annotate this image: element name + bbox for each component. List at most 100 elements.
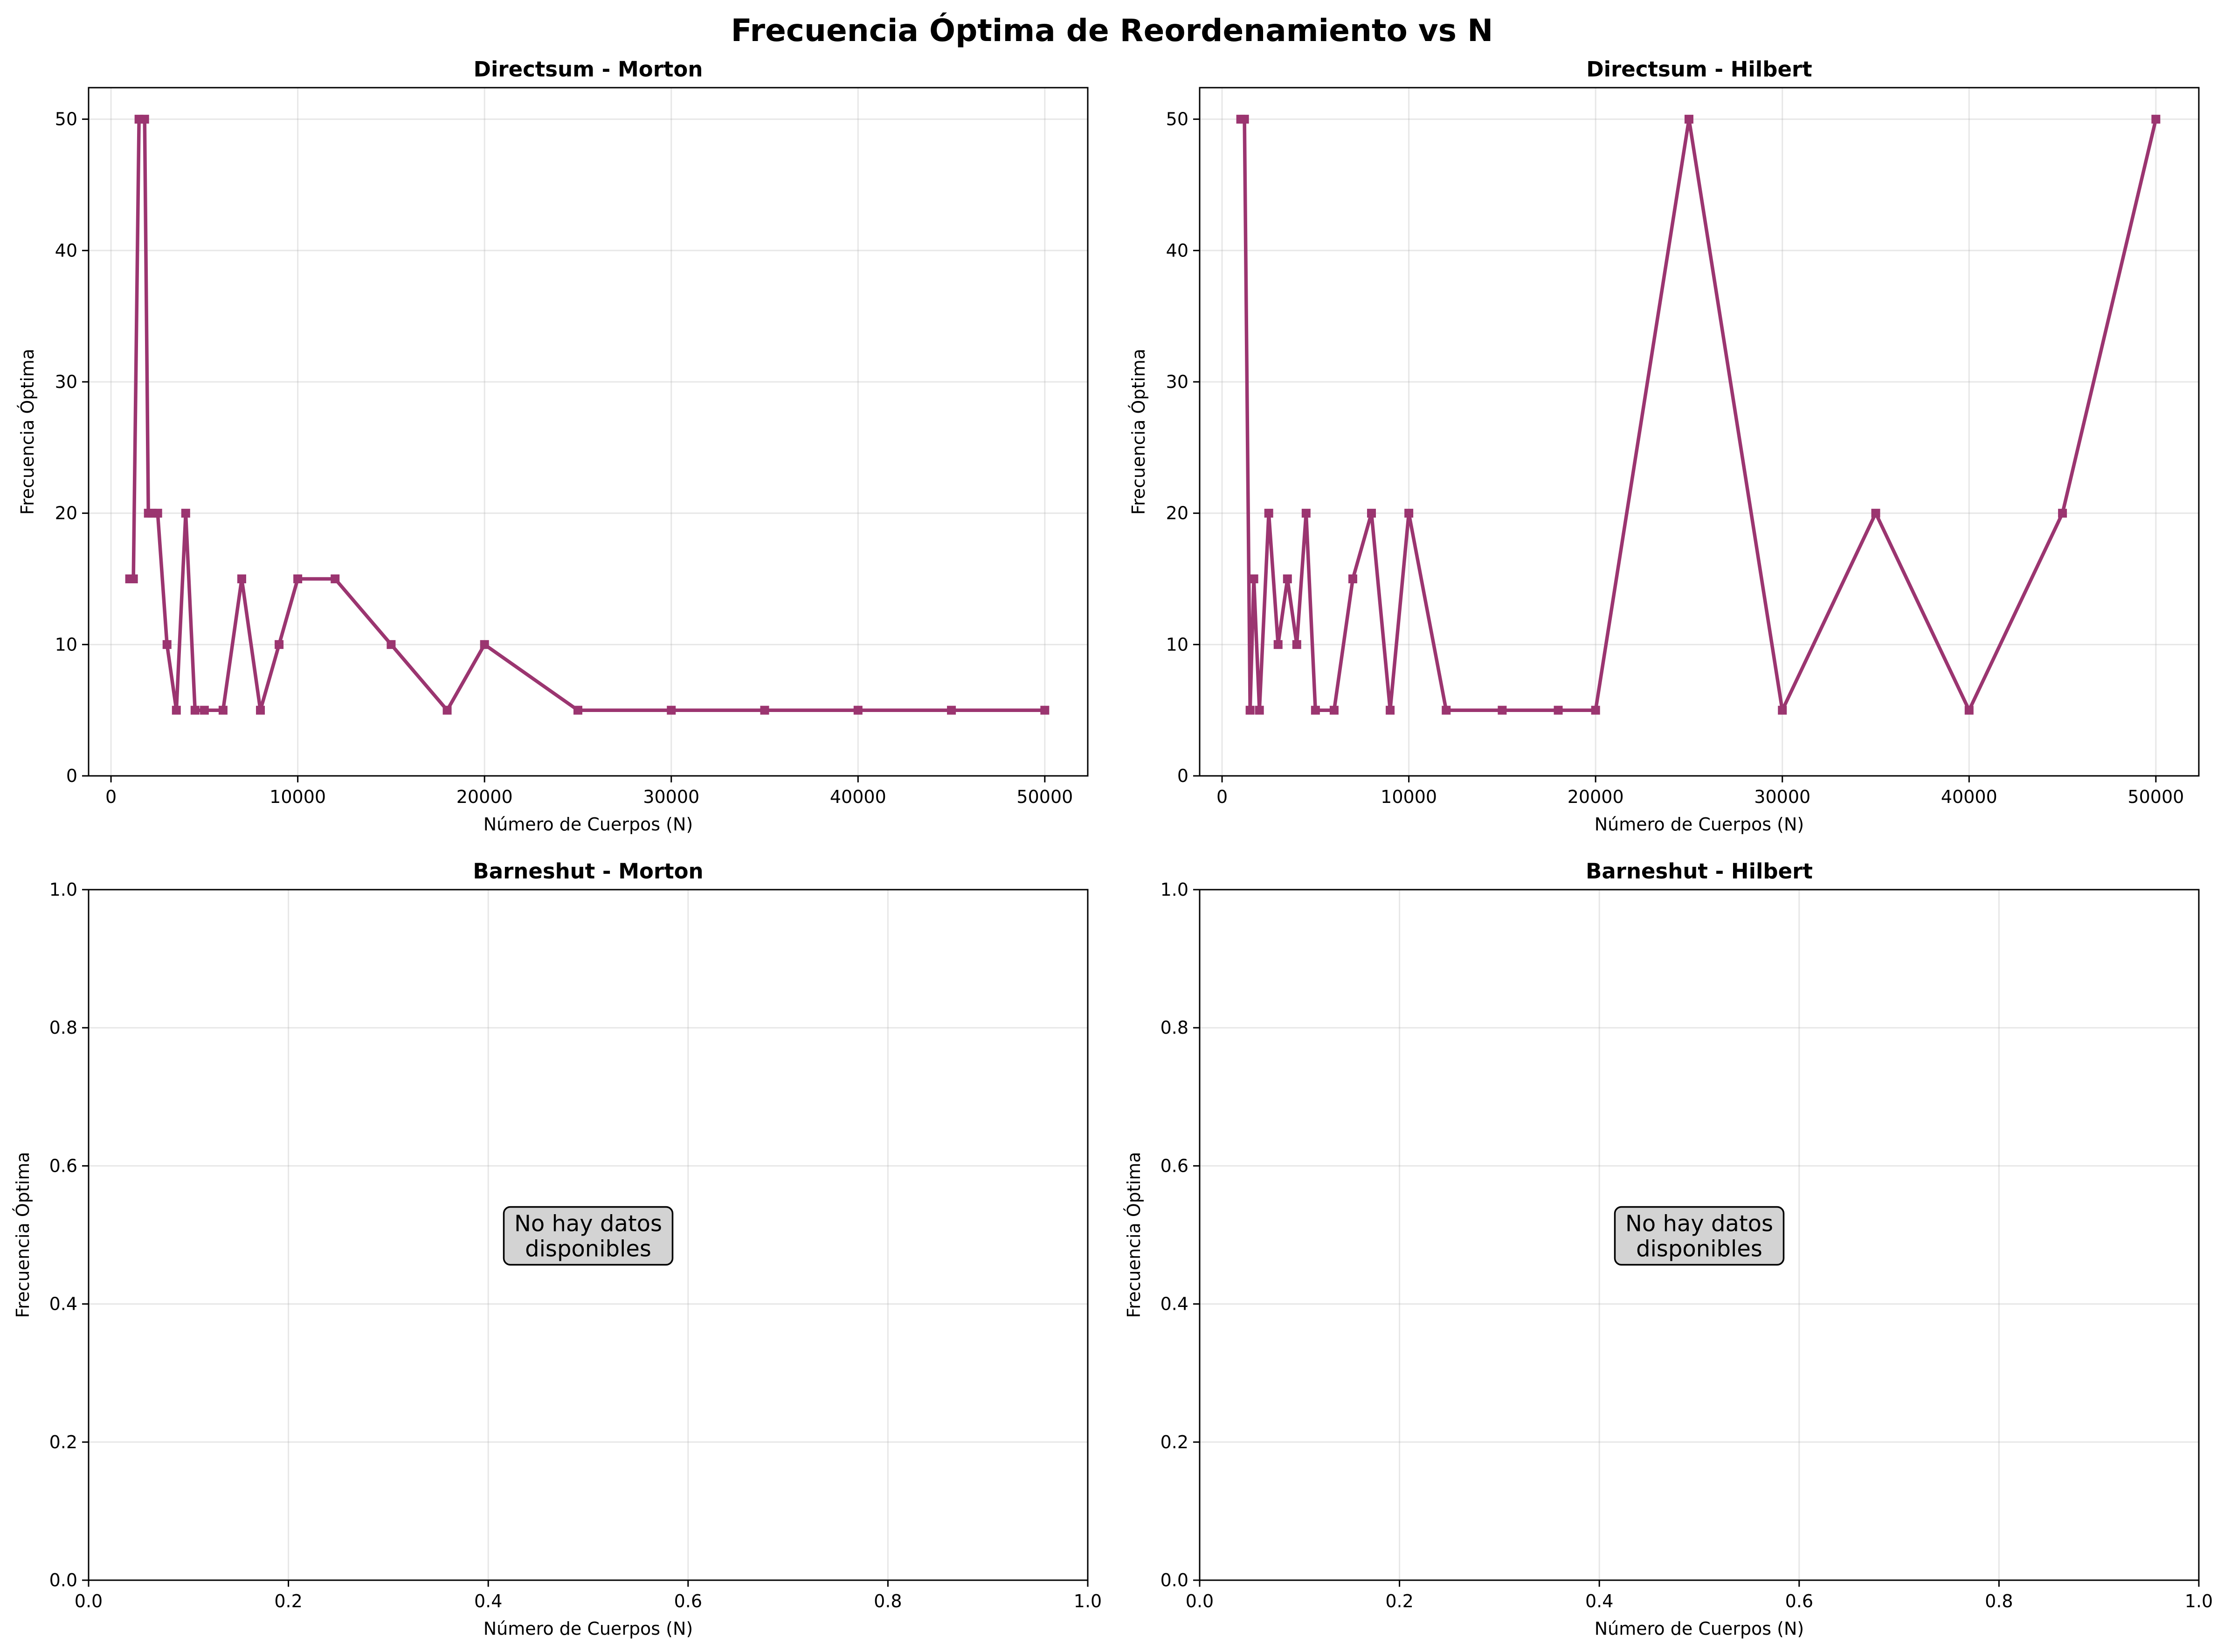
data-point (1591, 705, 1600, 715)
data-point (275, 640, 284, 649)
subplot-title: Barneshut - Morton (473, 859, 703, 884)
y-tick-label: 0 (66, 766, 77, 786)
x-tick-label: 0.4 (1585, 1591, 1613, 1611)
x-tick-label: 50000 (2127, 787, 2184, 807)
data-point (760, 705, 769, 715)
y-tick-label: 10 (55, 634, 77, 655)
data-point (140, 115, 149, 124)
x-tick-label: 0.8 (874, 1591, 902, 1611)
y-axis-label: Frecuencia Óptima (17, 349, 38, 515)
axes-frame (88, 889, 1089, 1581)
x-tick-label: 0 (1216, 787, 1228, 807)
data-point (1964, 705, 1974, 715)
data-point (1249, 574, 1258, 583)
figure-title: Frecuencia Óptima de Reordenamiento vs N (731, 13, 1493, 48)
data-point (1386, 705, 1395, 715)
x-axis-label: Número de Cuerpos (N) (1595, 814, 1804, 835)
data-point (293, 574, 303, 583)
y-tick-label: 30 (55, 372, 77, 392)
y-tick-label: 0.8 (1160, 1017, 1188, 1038)
subplot-3: 0.0 0.2 0.4 0.6 0.8 1.0 0.0 0.2 0.4 0.6 0.8 1.0 Barn… (13, 859, 1102, 1639)
data-point (1554, 705, 1563, 715)
x-tick-label: 10000 (269, 787, 326, 807)
data-point (181, 509, 190, 518)
subplot-4: 0.0 0.2 0.4 0.6 0.8 1.0 0.0 0.2 0.4 0.6 0.8 1.0 Barn… (1124, 859, 2213, 1639)
subplot-title: Directsum - Morton (474, 57, 703, 82)
data-point (1240, 115, 1249, 124)
data-point (1778, 705, 1787, 715)
y-tick-label: 1.0 (49, 879, 77, 900)
data-point (1040, 705, 1050, 715)
no-data-box (503, 1206, 674, 1266)
y-axis-label: Frecuencia Óptima (1124, 1152, 1144, 1318)
x-tick-label: 0.2 (1385, 1591, 1413, 1611)
data-point (200, 705, 209, 715)
data-point (1329, 705, 1339, 715)
y-axis-label: Frecuencia Óptima (13, 1152, 33, 1318)
y-tick-label: 0 (1177, 766, 1188, 786)
data-point (1301, 509, 1311, 518)
y-tick-label: 20 (1166, 503, 1188, 524)
data-point (1283, 574, 1292, 583)
no-data-text: disponibles (1636, 1236, 1762, 1262)
data-point (162, 640, 172, 649)
data-point (129, 574, 138, 583)
data-point (172, 705, 181, 715)
y-tick-label: 0.6 (1160, 1155, 1188, 1176)
data-point (1442, 705, 1451, 715)
y-tick-label: 0.2 (49, 1432, 77, 1452)
x-tick-label: 40000 (830, 787, 886, 807)
data-point (442, 705, 452, 715)
data-point (1245, 705, 1255, 715)
data-point (190, 705, 200, 715)
data-point (1273, 640, 1283, 649)
data-point (573, 705, 582, 715)
subplot-2: 0 10000 20000 30000 40000 50000 0 10 20 30 40 50 Dir… (1128, 57, 2200, 835)
x-tick-label: 30000 (643, 787, 699, 807)
data-point (1871, 509, 1880, 518)
y-tick-label: 40 (55, 240, 77, 261)
data-point (2151, 115, 2161, 124)
data-point (331, 574, 340, 583)
x-tick-label: 0.8 (1985, 1591, 2013, 1611)
y-tick-label: 0.0 (1160, 1570, 1188, 1590)
data-point (1498, 705, 1507, 715)
subplot-1: 0 10000 20000 30000 40000 50000 0 10 20 30 40 50 Dir… (17, 57, 1089, 835)
data-point (853, 705, 863, 715)
subplot-title: Directsum - Hilbert (1586, 57, 1812, 82)
y-tick-label: 40 (1166, 240, 1188, 261)
data-point (237, 574, 246, 583)
y-tick-label: 10 (1166, 634, 1188, 655)
x-axis-label: Número de Cuerpos (N) (483, 1618, 693, 1639)
axes-frame (1199, 889, 2200, 1581)
no-data-text: disponibles (525, 1236, 651, 1262)
data-point (2058, 509, 2067, 518)
no-data-box (1614, 1206, 1785, 1266)
y-tick-label: 0.4 (49, 1294, 77, 1314)
x-tick-label: 0.6 (674, 1591, 702, 1611)
no-data-text: No hay datos (1625, 1211, 1773, 1237)
data-point (1292, 640, 1301, 649)
data-point (1348, 574, 1357, 583)
data-point (153, 509, 162, 518)
y-tick-label: 0.2 (1160, 1432, 1188, 1452)
y-tick-label: 0.8 (49, 1017, 77, 1038)
data-point (1367, 509, 1376, 518)
data-point (947, 705, 956, 715)
x-tick-label: 0.6 (1785, 1591, 1813, 1611)
x-tick-label: 0.2 (274, 1591, 302, 1611)
subplot-grid: 0 10000 20000 30000 40000 50000 0 10 20 30 40 50 Dir… (13, 57, 2213, 1639)
x-tick-label: 50000 (1016, 787, 1073, 807)
data-point (218, 705, 228, 715)
x-tick-label: 0 (105, 787, 117, 807)
x-tick-label: 0.0 (75, 1591, 103, 1611)
x-tick-label: 0.4 (474, 1591, 502, 1611)
axes-frame (1199, 87, 2200, 777)
y-tick-label: 30 (1166, 372, 1188, 392)
y-tick-label: 50 (55, 109, 77, 130)
y-tick-label: 50 (1166, 109, 1188, 130)
data-point (1264, 509, 1273, 518)
y-axis-label: Frecuencia Óptima (1128, 349, 1149, 515)
